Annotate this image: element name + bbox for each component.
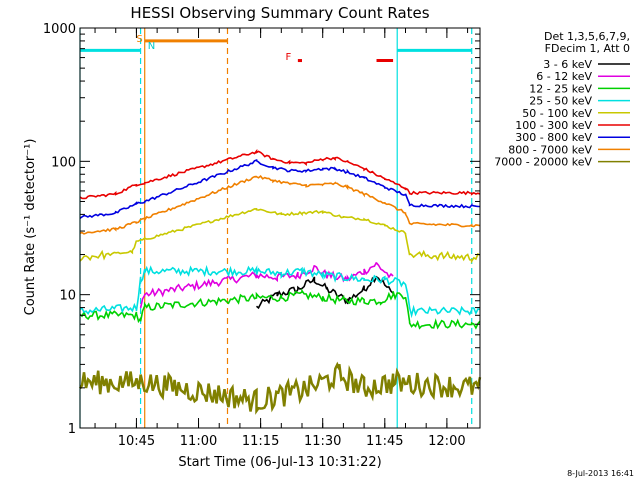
series-line-2	[79, 288, 481, 330]
y-axis-label: Count Rate (s⁻¹ detector⁻¹)	[23, 139, 38, 316]
y-tick-label-3: 1000	[43, 22, 76, 37]
x-tick-label-1: 11:00	[180, 434, 217, 449]
y-tick-label-1: 10	[59, 289, 76, 304]
plot-frame	[79, 27, 481, 429]
legend-label-7: 800 - 7000 keV	[508, 143, 592, 156]
legend-label-2: 12 - 25 keV	[529, 82, 592, 95]
x-tick-label-0: 10:45	[118, 434, 155, 449]
chart-title: HESSI Observing Summary Count Rates	[130, 4, 429, 22]
footer-timestamp: 8-Jul-2013 16:41	[567, 469, 634, 478]
legend-label-1: 6 - 12 keV	[536, 70, 592, 83]
marker-s-label: S	[136, 34, 142, 45]
series-line-3	[79, 264, 481, 319]
legend-label-5: 100 - 300 keV	[515, 119, 592, 132]
x-tick-label-2: 11:15	[242, 434, 279, 449]
series-line-6	[79, 158, 480, 219]
x-tick-label-3: 11:30	[304, 434, 341, 449]
x-tick-label-5: 12:00	[428, 434, 465, 449]
marker-n-label: N	[148, 41, 155, 52]
legend-label-6: 300 - 800 keV	[515, 131, 592, 144]
series-line-8	[78, 361, 482, 415]
series-line-1	[139, 262, 394, 309]
y-tick-label-2: 100	[51, 155, 76, 170]
series-line-7	[79, 174, 481, 235]
series-line-4	[79, 207, 481, 265]
legend-label-3: 25 - 50 keV	[529, 95, 592, 108]
marker-f-label: F	[285, 52, 291, 63]
y-tick-label-0: 1	[68, 422, 76, 437]
legend-label-0: 3 - 6 keV	[543, 58, 592, 71]
plot-layer: SN F	[78, 28, 482, 428]
legend-label-8: 7000 - 20000 keV	[494, 156, 592, 169]
axis-layer: 1 10 100 1000 10:45 11:00 11:15 11:30 11:45 12:00	[43, 22, 481, 449]
series-line-5	[79, 148, 481, 200]
x-tick-label-4: 11:45	[366, 434, 403, 449]
legend-header-line1: Det 1,3,5,6,7,9,	[544, 30, 630, 43]
series-line-0	[256, 275, 394, 310]
legend-header-line2: FDecim 1, Att 0	[545, 42, 630, 55]
x-axis-label: Start Time (06-Jul-13 10:31:22)	[178, 455, 381, 470]
legend-label-4: 50 - 100 keV	[522, 107, 592, 120]
